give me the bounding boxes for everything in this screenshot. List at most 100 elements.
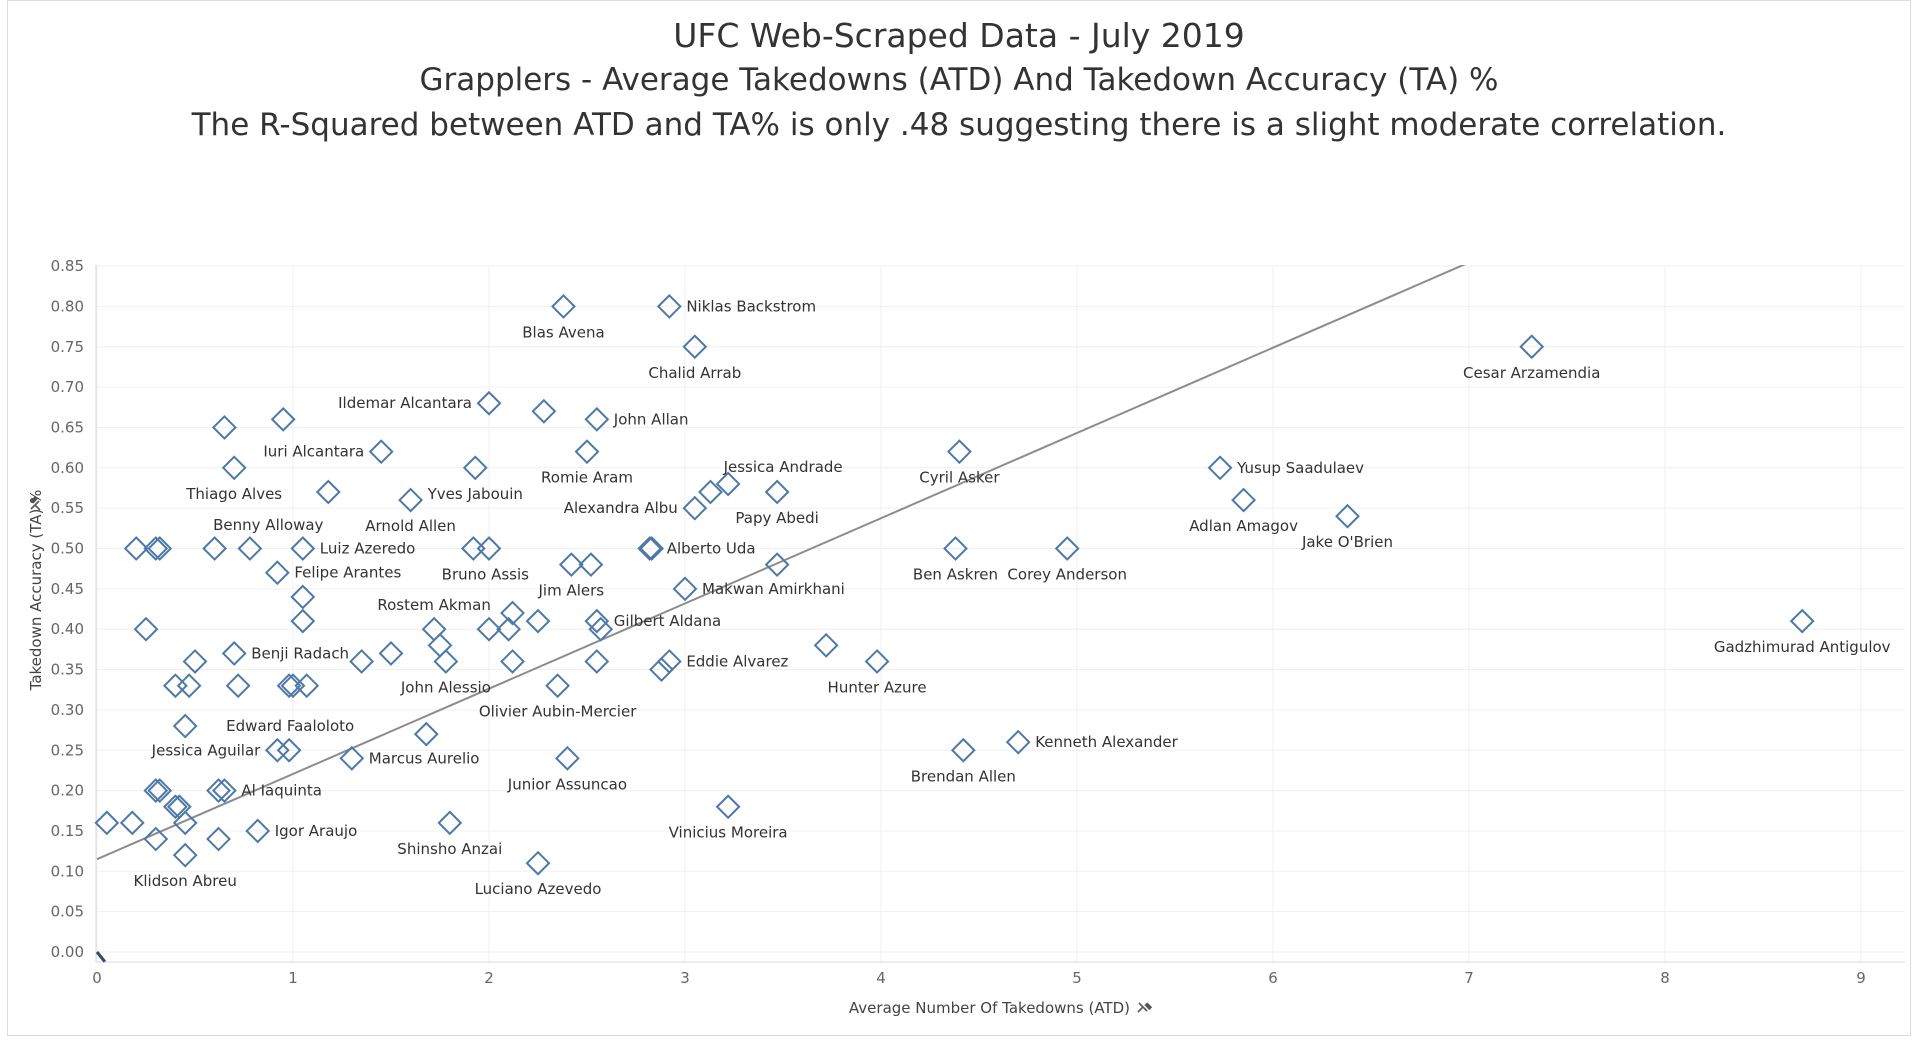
data-point-marker[interactable] bbox=[264, 560, 290, 586]
data-point-label: Cesar Arzamendia bbox=[1463, 364, 1600, 382]
data-point-marker[interactable] bbox=[225, 673, 251, 699]
data-point-marker[interactable] bbox=[864, 649, 890, 674]
data-point-marker[interactable] bbox=[476, 536, 502, 561]
data-point-marker[interactable] bbox=[574, 439, 600, 465]
data-point-marker[interactable] bbox=[378, 640, 404, 666]
data-point-marker[interactable] bbox=[237, 536, 263, 561]
data-point-marker[interactable] bbox=[1054, 536, 1080, 561]
data-point-marker[interactable] bbox=[211, 415, 237, 440]
y-tick-label: 0.35 bbox=[51, 661, 84, 679]
data-point-marker[interactable] bbox=[1335, 503, 1360, 529]
data-point-marker[interactable] bbox=[1231, 487, 1257, 513]
data-point-marker[interactable] bbox=[1207, 455, 1233, 481]
axes: 0.00 0.05 0.10 0.15 0.20 0.25 0.30 0.35 0.40 0.45… bbox=[51, 257, 1905, 987]
data-point-marker[interactable] bbox=[525, 608, 551, 634]
data-point-marker[interactable] bbox=[656, 293, 682, 319]
data-point-marker[interactable] bbox=[143, 536, 169, 561]
data-point-label: Makwan Amirkhani bbox=[702, 580, 845, 598]
data-point-marker[interactable] bbox=[413, 721, 439, 747]
data-point-marker[interactable] bbox=[637, 536, 663, 561]
data-point-marker[interactable] bbox=[476, 616, 502, 642]
data-point-marker[interactable] bbox=[437, 810, 463, 836]
data-point-marker[interactable] bbox=[176, 673, 202, 699]
data-point-marker[interactable] bbox=[943, 536, 968, 561]
data-point-marker[interactable] bbox=[682, 334, 708, 360]
data-point-marker[interactable] bbox=[119, 810, 145, 836]
data-point-marker[interactable] bbox=[221, 640, 247, 666]
trend-line-group bbox=[95, 265, 1466, 963]
data-point-marker[interactable] bbox=[221, 455, 247, 481]
data-point-marker[interactable] bbox=[682, 495, 708, 521]
data-point-marker[interactable] bbox=[398, 487, 424, 513]
data-point-marker[interactable] bbox=[290, 584, 316, 610]
data-point-marker[interactable] bbox=[245, 818, 271, 844]
data-point-marker[interactable] bbox=[270, 406, 296, 432]
data-point-marker[interactable] bbox=[476, 390, 502, 416]
data-point-marker[interactable] bbox=[649, 657, 674, 682]
data-point-marker[interactable] bbox=[433, 649, 459, 674]
data-point-marker[interactable] bbox=[1789, 608, 1815, 634]
data-point-marker[interactable] bbox=[94, 810, 120, 836]
data-point-marker[interactable] bbox=[656, 649, 682, 674]
data-point-label: Edward Faaloloto bbox=[226, 717, 354, 735]
data-point-marker[interactable] bbox=[339, 745, 365, 771]
data-point-marker[interactable] bbox=[531, 398, 557, 424]
data-point-marker[interactable] bbox=[143, 826, 169, 852]
data-point-marker[interactable] bbox=[462, 455, 488, 481]
data-point-marker[interactable] bbox=[133, 616, 159, 642]
data-point-marker[interactable] bbox=[290, 536, 316, 561]
data-point-marker[interactable] bbox=[172, 713, 198, 739]
data-point-marker[interactable] bbox=[496, 616, 522, 642]
data-point-marker[interactable] bbox=[264, 737, 290, 763]
data-point-marker[interactable] bbox=[764, 479, 790, 505]
data-point-marker[interactable] bbox=[715, 471, 741, 497]
data-point-marker[interactable] bbox=[588, 616, 614, 642]
data-point-marker[interactable] bbox=[162, 673, 188, 699]
data-point-marker[interactable] bbox=[946, 439, 972, 465]
data-point-label: Alexandra Albu bbox=[564, 499, 678, 517]
data-point-marker[interactable] bbox=[639, 536, 665, 561]
data-point-marker[interactable] bbox=[349, 649, 375, 674]
data-point-marker[interactable] bbox=[584, 608, 610, 634]
data-point-marker[interactable] bbox=[950, 737, 976, 763]
data-point-label: Benji Radach bbox=[251, 644, 349, 662]
data-point-marker[interactable] bbox=[147, 778, 173, 804]
data-point-marker[interactable] bbox=[315, 479, 341, 505]
data-point-marker[interactable] bbox=[206, 826, 231, 852]
data-point-marker[interactable] bbox=[123, 536, 149, 561]
data-point-marker[interactable] bbox=[584, 406, 610, 432]
data-point-marker[interactable] bbox=[672, 576, 698, 602]
data-point-marker[interactable] bbox=[551, 293, 576, 319]
chart-frame bbox=[7, 0, 1911, 1036]
data-point-marker[interactable] bbox=[525, 850, 551, 876]
data-point-marker[interactable] bbox=[294, 673, 320, 699]
data-point-marker[interactable] bbox=[162, 794, 188, 820]
data-point-marker[interactable] bbox=[578, 552, 604, 578]
data-point-label: Yusup Saadulaev bbox=[1236, 459, 1364, 477]
data-point-marker[interactable] bbox=[211, 778, 237, 804]
data-point-marker[interactable] bbox=[500, 600, 525, 626]
data-point-marker[interactable] bbox=[172, 810, 198, 836]
data-point-marker[interactable] bbox=[1519, 334, 1545, 360]
data-point-marker[interactable] bbox=[558, 552, 584, 578]
data-point-marker[interactable] bbox=[715, 794, 741, 820]
data-point-marker[interactable] bbox=[545, 673, 571, 699]
data-point-marker[interactable] bbox=[172, 842, 198, 868]
data-point-marker[interactable] bbox=[554, 745, 580, 771]
data-point-marker[interactable] bbox=[143, 778, 169, 804]
data-point-marker[interactable] bbox=[182, 649, 208, 674]
data-point-marker[interactable] bbox=[584, 649, 610, 674]
data-point-marker[interactable] bbox=[500, 649, 525, 674]
data-point-marker[interactable] bbox=[290, 608, 316, 634]
data-point-marker[interactable] bbox=[147, 536, 173, 561]
data-point-marker[interactable] bbox=[202, 536, 228, 561]
data-point-marker[interactable] bbox=[276, 737, 302, 763]
data-point-marker[interactable] bbox=[1005, 729, 1031, 755]
data-point-marker[interactable] bbox=[368, 439, 394, 465]
data-point-marker[interactable] bbox=[813, 632, 839, 658]
data-point-marker[interactable] bbox=[764, 552, 790, 578]
data-point-marker[interactable] bbox=[276, 673, 302, 699]
data-point-label: Papy Abedi bbox=[735, 509, 818, 527]
data-point-marker[interactable] bbox=[698, 479, 723, 505]
data-point-marker[interactable] bbox=[206, 778, 231, 804]
